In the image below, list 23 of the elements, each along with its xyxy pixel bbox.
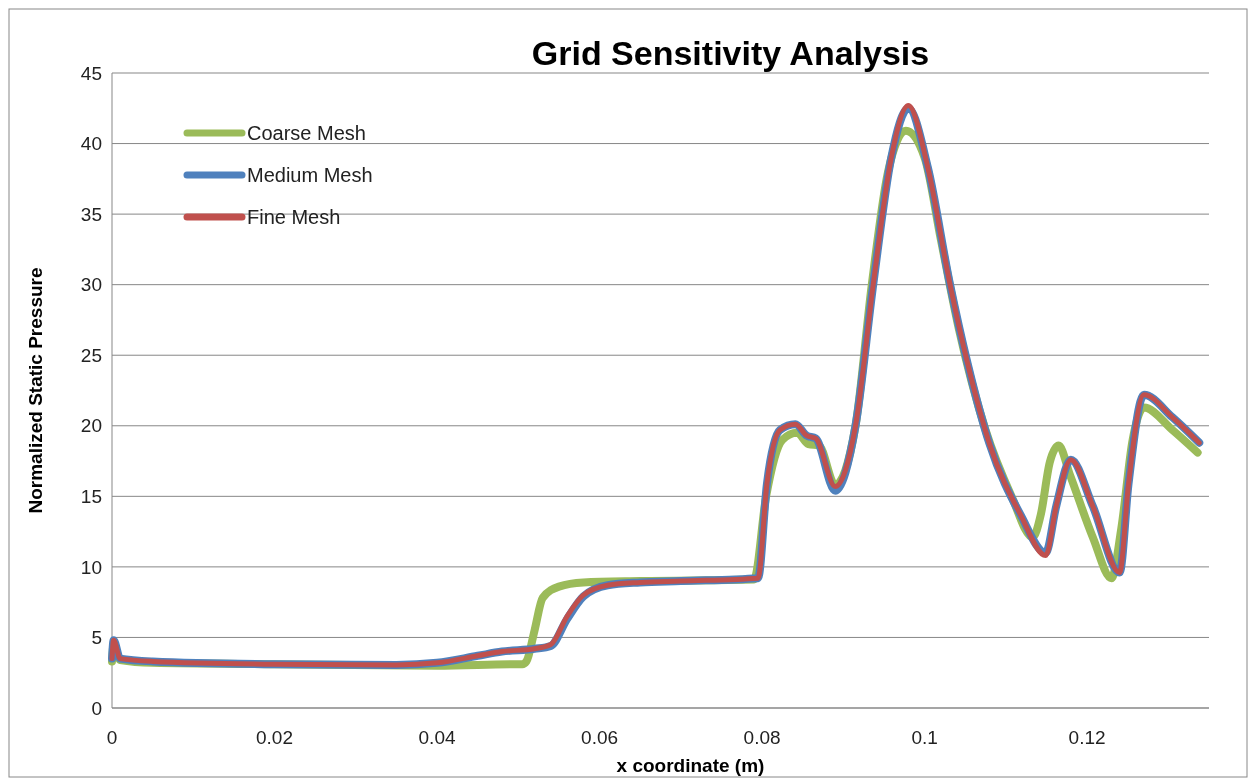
x-tick-label: 0.08 xyxy=(743,727,781,748)
y-axis-title: Normalized Static Pressure xyxy=(25,267,46,514)
x-axis-title: x coordinate (m) xyxy=(616,755,765,776)
y-tick-label: 15 xyxy=(80,485,102,507)
y-tick-label: 40 xyxy=(80,133,102,155)
y-tick-label: 35 xyxy=(80,203,102,225)
y-tick-label: 45 xyxy=(80,62,102,84)
y-tick-label: 5 xyxy=(91,627,102,649)
x-tick-label: 0.1 xyxy=(911,727,938,748)
x-tick-label: 0.06 xyxy=(581,727,619,748)
chart-title: Grid Sensitivity Analysis xyxy=(531,34,930,72)
legend-label: Fine Mesh xyxy=(247,206,341,228)
y-tick-label: 25 xyxy=(80,344,102,366)
x-tick-label: 0.04 xyxy=(418,727,456,748)
y-tick-label: 0 xyxy=(91,697,102,719)
legend-label: Medium Mesh xyxy=(247,164,373,186)
legend-label: Coarse Mesh xyxy=(247,122,366,144)
y-tick-label: 30 xyxy=(80,274,102,296)
y-tick-label: 20 xyxy=(80,415,102,437)
x-tick-label: 0.02 xyxy=(256,727,294,748)
x-tick-label: 0.12 xyxy=(1068,727,1106,748)
x-tick-label: 0 xyxy=(106,727,118,748)
y-tick-label: 10 xyxy=(80,556,102,578)
